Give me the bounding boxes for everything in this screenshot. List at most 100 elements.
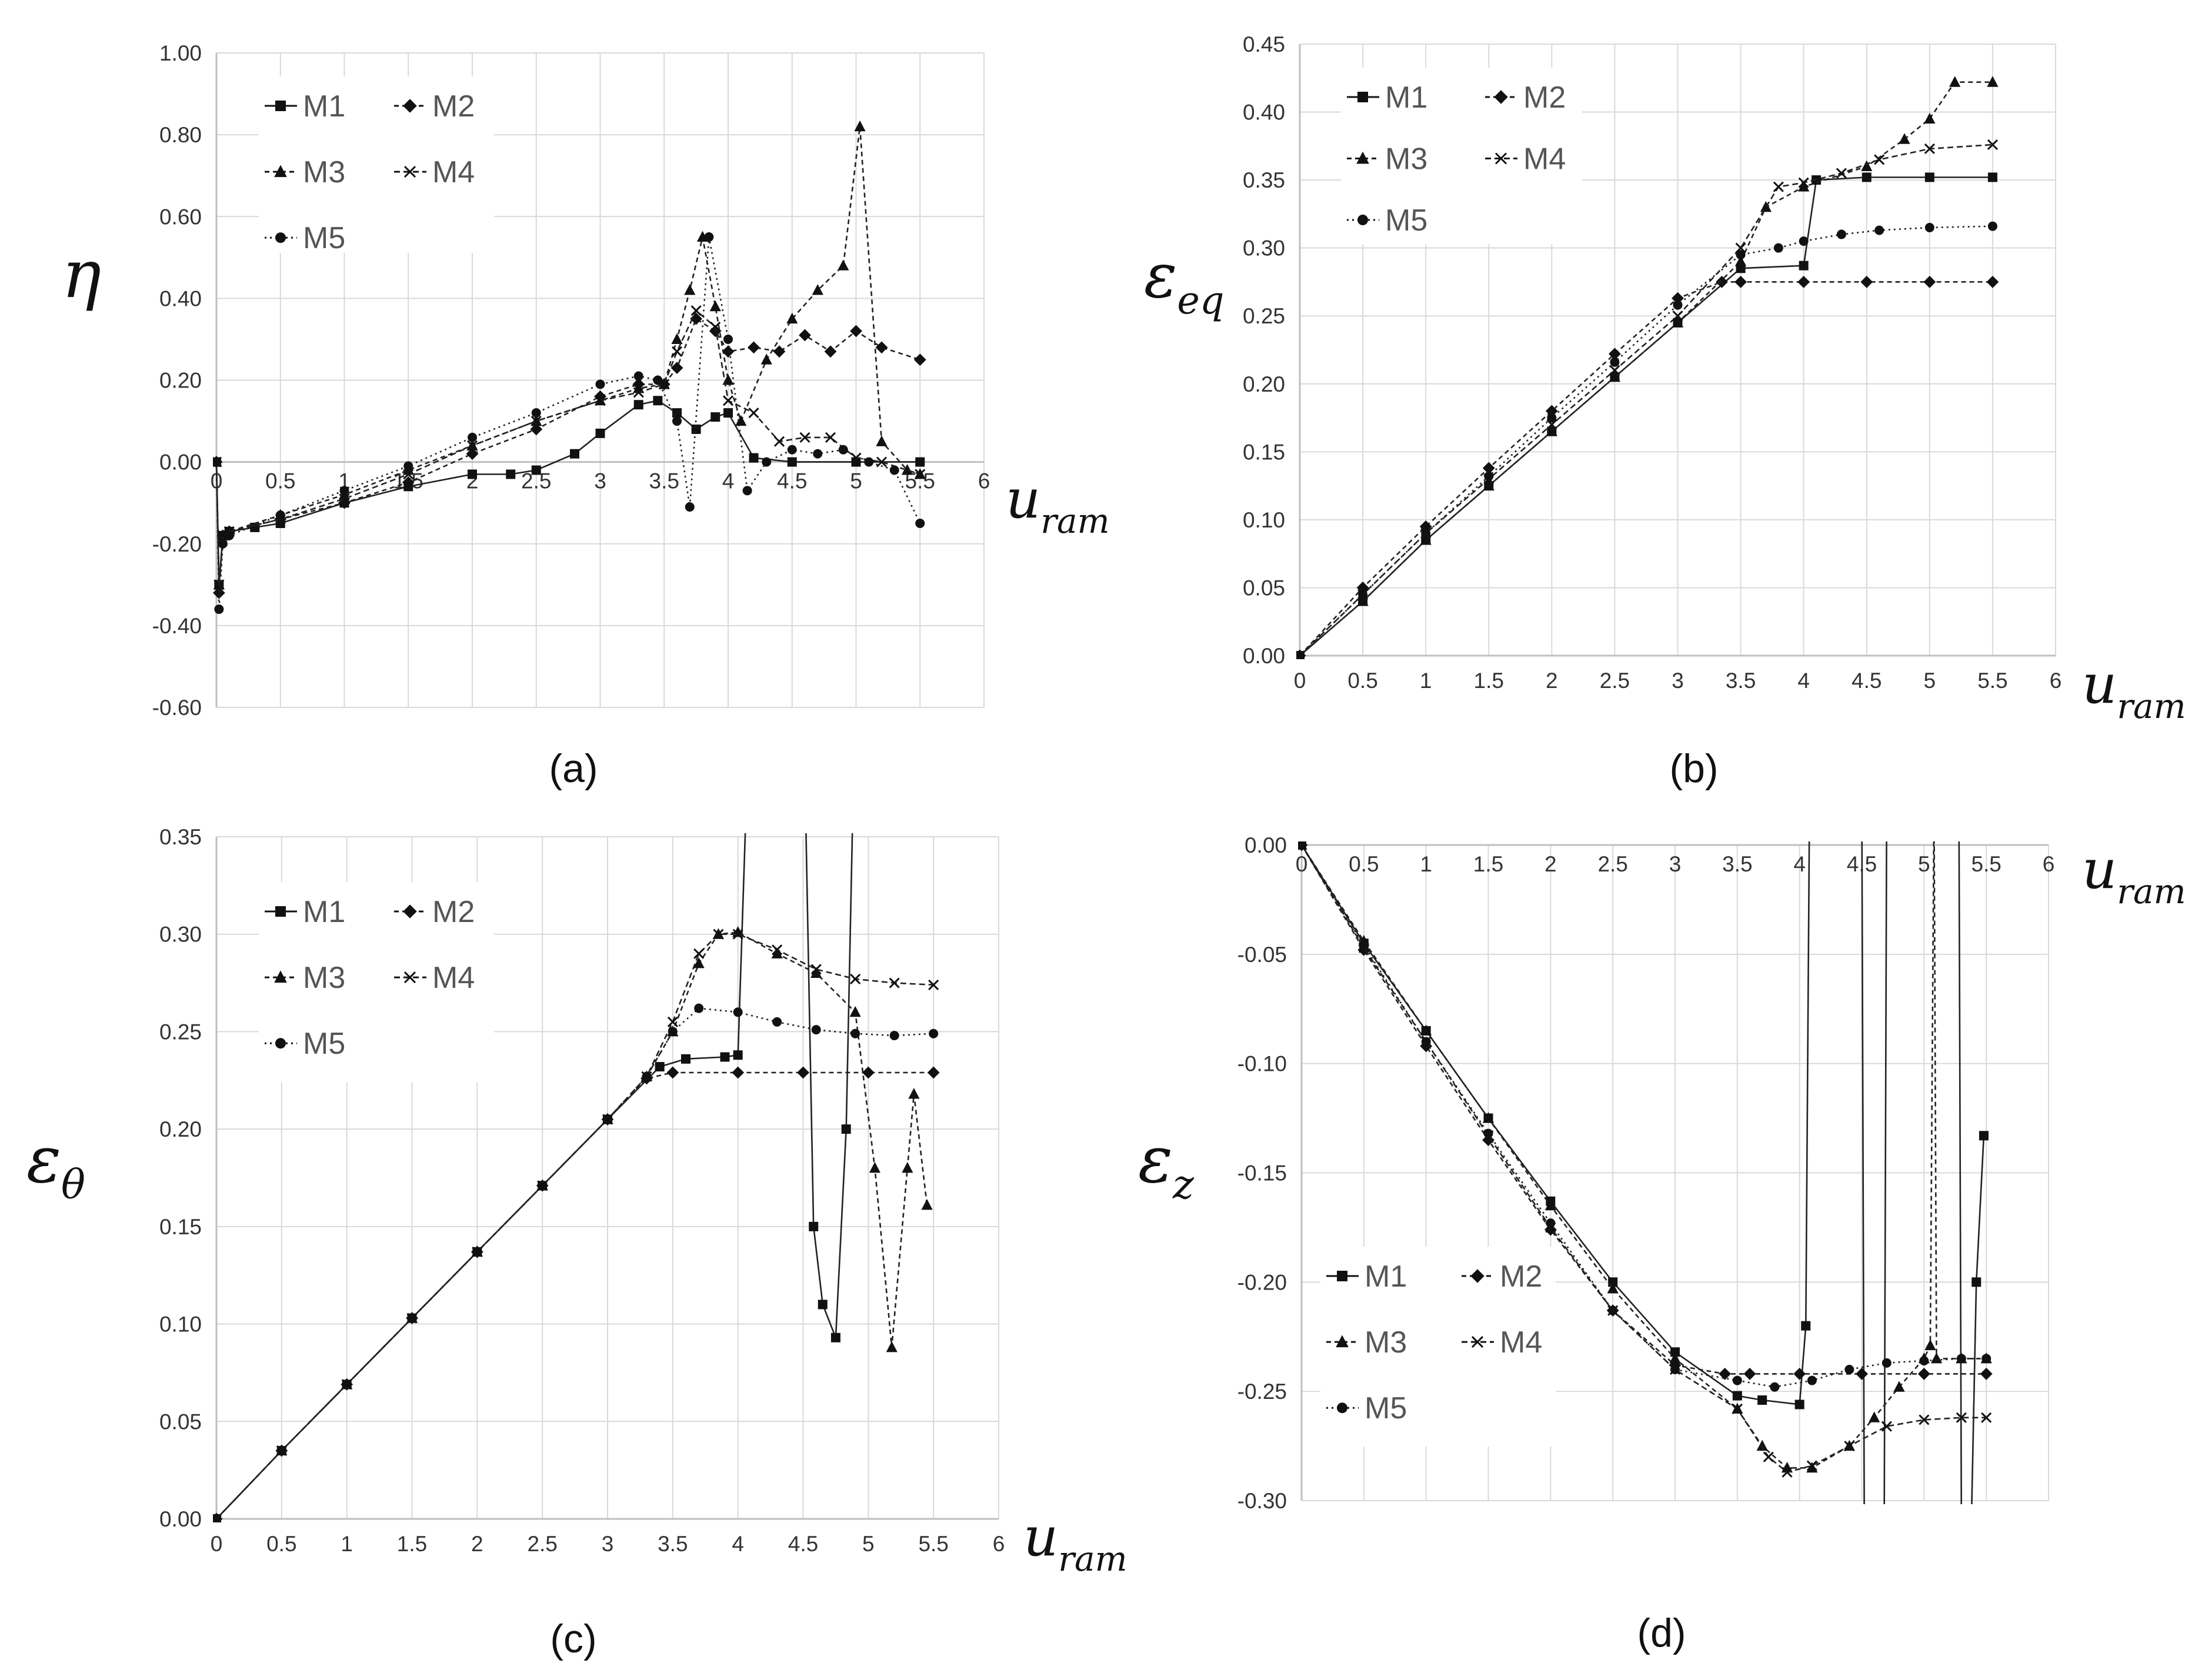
x-tick-label: 3 — [594, 469, 606, 493]
y-tick-label: 0.80 — [159, 123, 202, 147]
data-point-m2 — [797, 1066, 809, 1079]
data-point-m1 — [749, 453, 759, 463]
data-point-m2 — [799, 329, 811, 342]
data-point-m5 — [813, 449, 823, 459]
data-point-m1 — [633, 400, 643, 410]
panel-caption: (d) — [1637, 1611, 1686, 1655]
y-tick-label: 0.05 — [1243, 576, 1285, 600]
data-point-m2 — [1743, 1368, 1756, 1380]
x-tick-label: 5.5 — [1971, 852, 2001, 876]
data-point-m4 — [531, 416, 542, 427]
data-point-m3 — [1669, 1352, 1681, 1364]
data-point-m5 — [1298, 841, 1306, 850]
data-point-m2 — [824, 345, 837, 358]
y-tick-label: -0.25 — [1237, 1380, 1287, 1404]
data-point-m5 — [1773, 243, 1783, 253]
chart-b: 0.45 0.40 0.35 0.30 0.25 0.20 0.15 0.10 0.05 0.00… — [1144, 32, 2186, 791]
data-point-m5 — [1670, 1365, 1680, 1374]
data-point-m5 — [787, 445, 797, 455]
data-point-m1 — [691, 424, 701, 434]
x-tick-label: 6 — [2043, 852, 2055, 876]
legend-marker-m1 — [275, 906, 286, 917]
y-tick-label: -0.60 — [152, 696, 202, 720]
data-point-m1 — [653, 396, 663, 406]
data-point-m3 — [1420, 1024, 1432, 1036]
data-point-m5 — [1610, 357, 1620, 367]
data-point-m3 — [1609, 370, 1621, 382]
legend-label: M1 — [1365, 1260, 1407, 1294]
legend-label: M2 — [432, 895, 475, 929]
data-point-m3 — [1924, 1339, 1936, 1351]
data-point-m5 — [864, 457, 874, 467]
data-point-m2 — [748, 341, 760, 354]
data-point-m5 — [915, 518, 925, 528]
panel-caption: (b) — [1669, 746, 1718, 791]
data-point-m3 — [1544, 1199, 1556, 1211]
data-point-m5 — [642, 1071, 652, 1081]
legend-label: M2 — [1500, 1260, 1542, 1294]
data-point-m4 — [1956, 1412, 1967, 1423]
data-point-m3 — [735, 415, 747, 426]
series-line-m2 — [1299, 281, 1993, 656]
y-tick-label: 0.25 — [159, 1020, 202, 1044]
data-point-m4 — [928, 979, 939, 990]
series-line-m1 — [215, 399, 920, 585]
x-axis-label: uram — [1006, 467, 1110, 541]
series-line-m5 — [216, 1007, 934, 1519]
data-point-m1 — [1924, 172, 1934, 182]
data-point-m4 — [1924, 143, 1935, 155]
y-tick-label: 0.10 — [1243, 508, 1285, 532]
data-point-m3 — [1949, 76, 1961, 87]
y-tick-label: -0.20 — [1237, 1270, 1287, 1294]
data-point-m5 — [772, 1017, 782, 1027]
data-point-m1 — [1799, 260, 1809, 270]
data-point-m3 — [1899, 133, 1910, 144]
data-point-m5 — [275, 510, 285, 520]
legend-box — [259, 882, 494, 1082]
data-point-m3 — [1798, 181, 1810, 192]
legend-marker-m4 — [1495, 152, 1507, 165]
x-tick-label: 1.5 — [1473, 852, 1503, 876]
legend-entry-m1: M1 — [265, 89, 345, 123]
y-axis-label: εeq — [1144, 240, 1224, 323]
legend-box — [1320, 1247, 1556, 1447]
chart-a: 1.00 0.80 0.60 0.40 0.20 0.00 -0.20 -0.40 -0.60 0… — [62, 41, 1110, 791]
data-point-m4 — [773, 436, 785, 447]
legend-marker-m5 — [1357, 215, 1368, 225]
data-point-m5 — [1987, 221, 1997, 231]
data-point-m5 — [1807, 1375, 1817, 1385]
data-point-m3 — [812, 284, 823, 295]
data-point-m4 — [799, 432, 810, 443]
data-point-m3 — [901, 464, 913, 475]
legend-entry-m4: M4 — [394, 961, 475, 995]
data-point-m3 — [1869, 1411, 1880, 1422]
y-tick-label: 0.30 — [1243, 236, 1285, 260]
data-point-m5 — [694, 1003, 704, 1013]
legend-label: M4 — [1523, 142, 1566, 176]
legend-entry-m5: M5 — [1326, 1391, 1407, 1425]
legend-entry-m2: M2 — [394, 89, 475, 123]
data-point-m5 — [838, 445, 848, 455]
legend-entry-m4: M4 — [1485, 142, 1566, 176]
series-line-m5 — [1299, 225, 1993, 656]
data-point-m1 — [733, 1050, 743, 1060]
data-point-m2 — [670, 362, 683, 375]
legend-entry-m2: M2 — [1485, 81, 1566, 115]
data-point-m5 — [1483, 1128, 1493, 1138]
x-tick-label: 0 — [1296, 852, 1308, 876]
data-point-m4 — [1806, 1460, 1817, 1471]
legend-entry-m3: M3 — [265, 961, 345, 995]
y-tick-label: 0.35 — [159, 825, 202, 849]
legend-marker-m4 — [1471, 1336, 1484, 1348]
data-point-m5 — [1882, 1358, 1892, 1368]
data-point-m2 — [466, 447, 479, 460]
legend-entry-m5: M5 — [265, 1027, 345, 1061]
data-point-m1 — [1979, 1131, 1989, 1141]
y-tick-label: 0.10 — [159, 1312, 202, 1337]
data-point-m1 — [655, 1062, 665, 1072]
series-group — [213, 120, 926, 614]
data-point-m5 — [603, 1114, 612, 1124]
data-point-m4 — [772, 944, 783, 956]
legend-marker-m1 — [1337, 1271, 1347, 1281]
data-point-m5 — [668, 1027, 678, 1037]
